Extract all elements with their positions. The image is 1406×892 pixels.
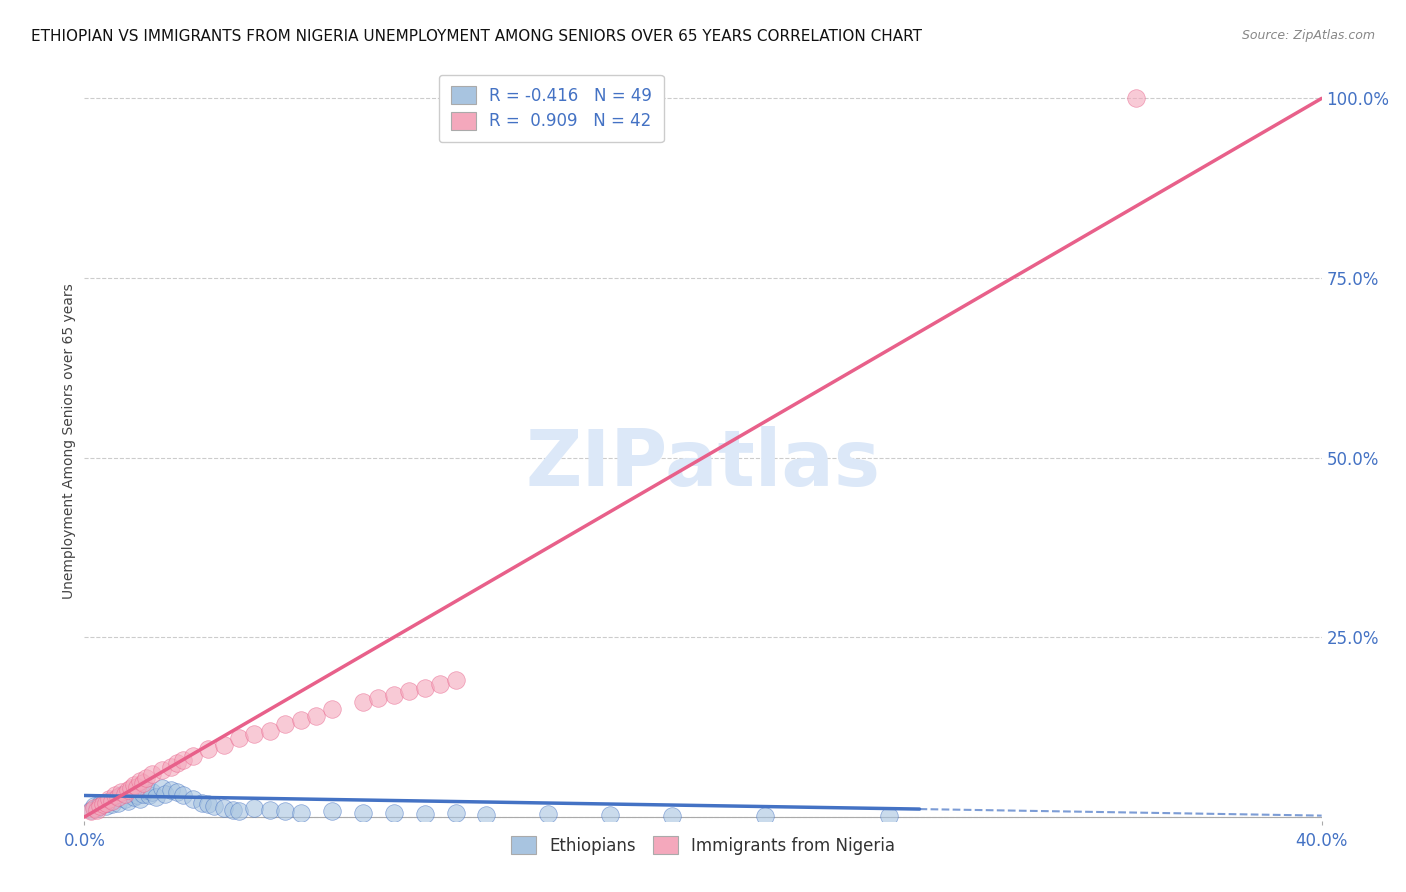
Point [104,789,127,803]
Point [98,794,121,808]
Point [321,702,343,716]
Point [413,681,436,695]
Point [274,716,297,731]
Point [135,771,157,785]
Point [212,738,235,752]
Point [114,787,136,801]
Point [398,684,420,698]
Point [243,801,266,815]
Point [367,691,389,706]
Point [125,780,148,794]
Point [122,789,145,804]
Point [117,794,139,808]
Point [79,805,101,819]
Point [290,713,312,727]
Point [104,792,127,806]
Point [129,774,152,789]
Point [79,803,101,817]
Point [444,673,467,688]
Point [181,748,204,763]
Point [83,801,105,815]
Point [754,808,776,822]
Text: ZIPatlas: ZIPatlas [526,426,880,502]
Point [352,806,374,821]
Point [537,807,560,822]
Point [138,789,160,803]
Point [243,727,266,741]
Point [86,803,108,817]
Point [83,799,105,814]
Point [110,789,132,803]
Point [191,796,214,810]
Point [305,709,328,723]
Point [132,775,155,789]
Point [89,799,111,814]
Point [98,792,121,806]
Point [132,787,155,801]
Point [429,677,451,691]
Point [150,781,173,796]
Point [141,785,163,799]
Point [166,785,188,799]
Point [89,797,111,811]
Y-axis label: Unemployment Among Seniors over 65 years: Unemployment Among Seniors over 65 years [62,284,76,599]
Point [197,797,219,811]
Point [444,806,467,821]
Point [382,805,405,820]
Point [228,731,250,745]
Point [160,782,183,797]
Point [222,803,245,817]
Point [181,792,204,806]
Point [274,805,297,819]
Point [91,796,114,810]
Point [352,695,374,709]
Point [212,801,235,815]
Point [228,805,250,819]
Point [172,789,194,803]
Point [120,785,142,799]
Point [110,785,132,799]
Point [129,792,152,806]
Point [145,789,167,804]
Point [1125,91,1147,105]
Point [86,801,108,815]
Point [202,799,225,814]
Point [141,767,163,781]
Point [661,808,683,822]
Point [475,808,498,822]
Point [117,782,139,797]
Point [125,789,148,803]
Point [290,805,312,820]
Point [259,803,281,817]
Point [197,741,219,756]
Point [135,782,157,797]
Point [172,753,194,767]
Point [94,799,117,814]
Point [120,781,142,796]
Point [160,760,183,774]
Point [166,756,188,771]
Point [91,797,114,811]
Point [122,778,145,792]
Point [382,688,405,702]
Point [599,808,621,822]
Point [101,794,124,808]
Point [101,797,124,811]
Point [259,723,281,738]
Point [94,796,117,810]
Point [413,807,436,822]
Text: Source: ZipAtlas.com: Source: ZipAtlas.com [1241,29,1375,42]
Point [107,789,129,804]
Point [321,805,343,819]
Point [153,787,176,801]
Point [150,764,173,778]
Point [107,796,129,810]
Text: ETHIOPIAN VS IMMIGRANTS FROM NIGERIA UNEMPLOYMENT AMONG SENIORS OVER 65 YEARS CO: ETHIOPIAN VS IMMIGRANTS FROM NIGERIA UNE… [31,29,922,44]
Point [114,792,136,806]
Legend: Ethiopians, Immigrants from Nigeria: Ethiopians, Immigrants from Nigeria [505,830,901,862]
Point [877,809,900,823]
